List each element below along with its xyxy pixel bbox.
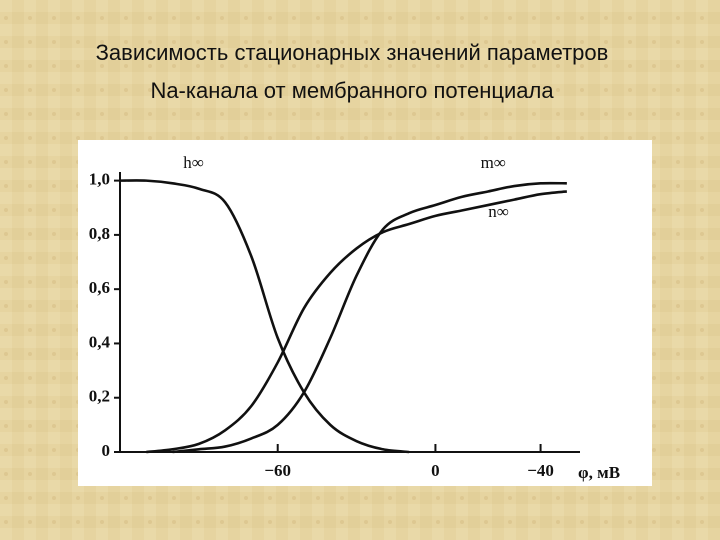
line (172, 181, 567, 454)
title-line: Na-канала от мембранного потенциала (150, 78, 554, 103)
series-label: h∞ (183, 153, 204, 172)
chart-panel (78, 140, 652, 486)
y-tick-label: 1,0 (89, 170, 110, 189)
x-tick-label: 0 (431, 461, 440, 480)
y-tick-label: 0,6 (89, 278, 110, 297)
series-label: n∞ (488, 202, 509, 221)
line (119, 179, 410, 454)
line (146, 190, 567, 454)
series-label: m∞ (481, 153, 506, 172)
plot: 0 0,2 0,4 0,6 0,8 1,0 −60 0 −40 φ, мВ h∞ m∞ n∞ (89, 153, 620, 482)
x-axis-label: φ, мВ (578, 463, 620, 482)
x-tick-label: −60 (264, 461, 291, 480)
y-tick-label: 0,4 (89, 332, 111, 351)
y-tick-label: 0,2 (89, 387, 110, 406)
y-tick-label: 0,8 (89, 224, 110, 243)
title-line: Зависимость стационарных значений параме… (96, 40, 609, 65)
x-tick-label: −40 (527, 461, 554, 480)
y-tick-label: 0 (102, 441, 111, 460)
